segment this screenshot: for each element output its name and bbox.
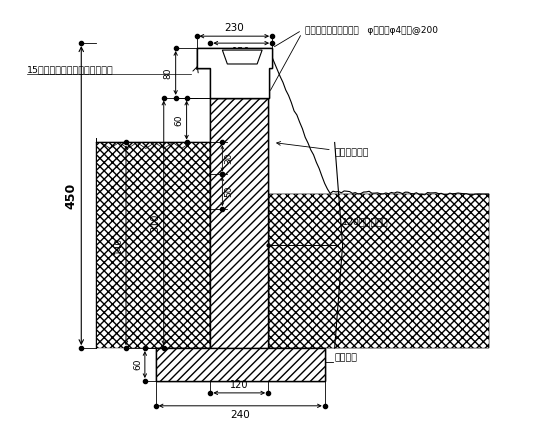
Text: 230: 230 bbox=[225, 23, 244, 33]
Text: 80: 80 bbox=[164, 67, 172, 79]
Text: 310: 310 bbox=[151, 214, 161, 232]
Text: 120宽红砖砌筑: 120宽红砖砌筑 bbox=[342, 218, 388, 226]
Polygon shape bbox=[156, 348, 325, 381]
Text: 现浇砼压顶，内配双排   φ环筋，φ4箍筋@200: 现浇砼压顶，内配双排 φ环筋，φ4箍筋@200 bbox=[305, 26, 438, 35]
Polygon shape bbox=[269, 194, 489, 348]
Text: 素土夯实: 素土夯实 bbox=[335, 354, 358, 363]
Text: 30: 30 bbox=[225, 153, 234, 164]
Polygon shape bbox=[96, 142, 211, 348]
Polygon shape bbox=[197, 48, 272, 98]
Text: 120: 120 bbox=[230, 380, 249, 390]
Text: 240: 240 bbox=[230, 410, 250, 420]
Text: 60: 60 bbox=[133, 359, 142, 370]
Polygon shape bbox=[222, 50, 262, 64]
Polygon shape bbox=[211, 98, 268, 348]
Text: 150: 150 bbox=[232, 47, 250, 57]
Text: 花坛内填土线: 花坛内填土线 bbox=[277, 142, 369, 157]
Text: 15厚水泥沙浆抹面，外表斩假石: 15厚水泥沙浆抹面，外表斩假石 bbox=[27, 66, 113, 74]
Polygon shape bbox=[211, 98, 268, 348]
Polygon shape bbox=[222, 50, 262, 64]
Text: 450: 450 bbox=[64, 183, 77, 209]
Text: 140: 140 bbox=[114, 237, 123, 254]
Text: 60: 60 bbox=[175, 114, 184, 126]
Polygon shape bbox=[156, 348, 325, 381]
Text: 50: 50 bbox=[225, 186, 234, 198]
Polygon shape bbox=[197, 48, 272, 98]
